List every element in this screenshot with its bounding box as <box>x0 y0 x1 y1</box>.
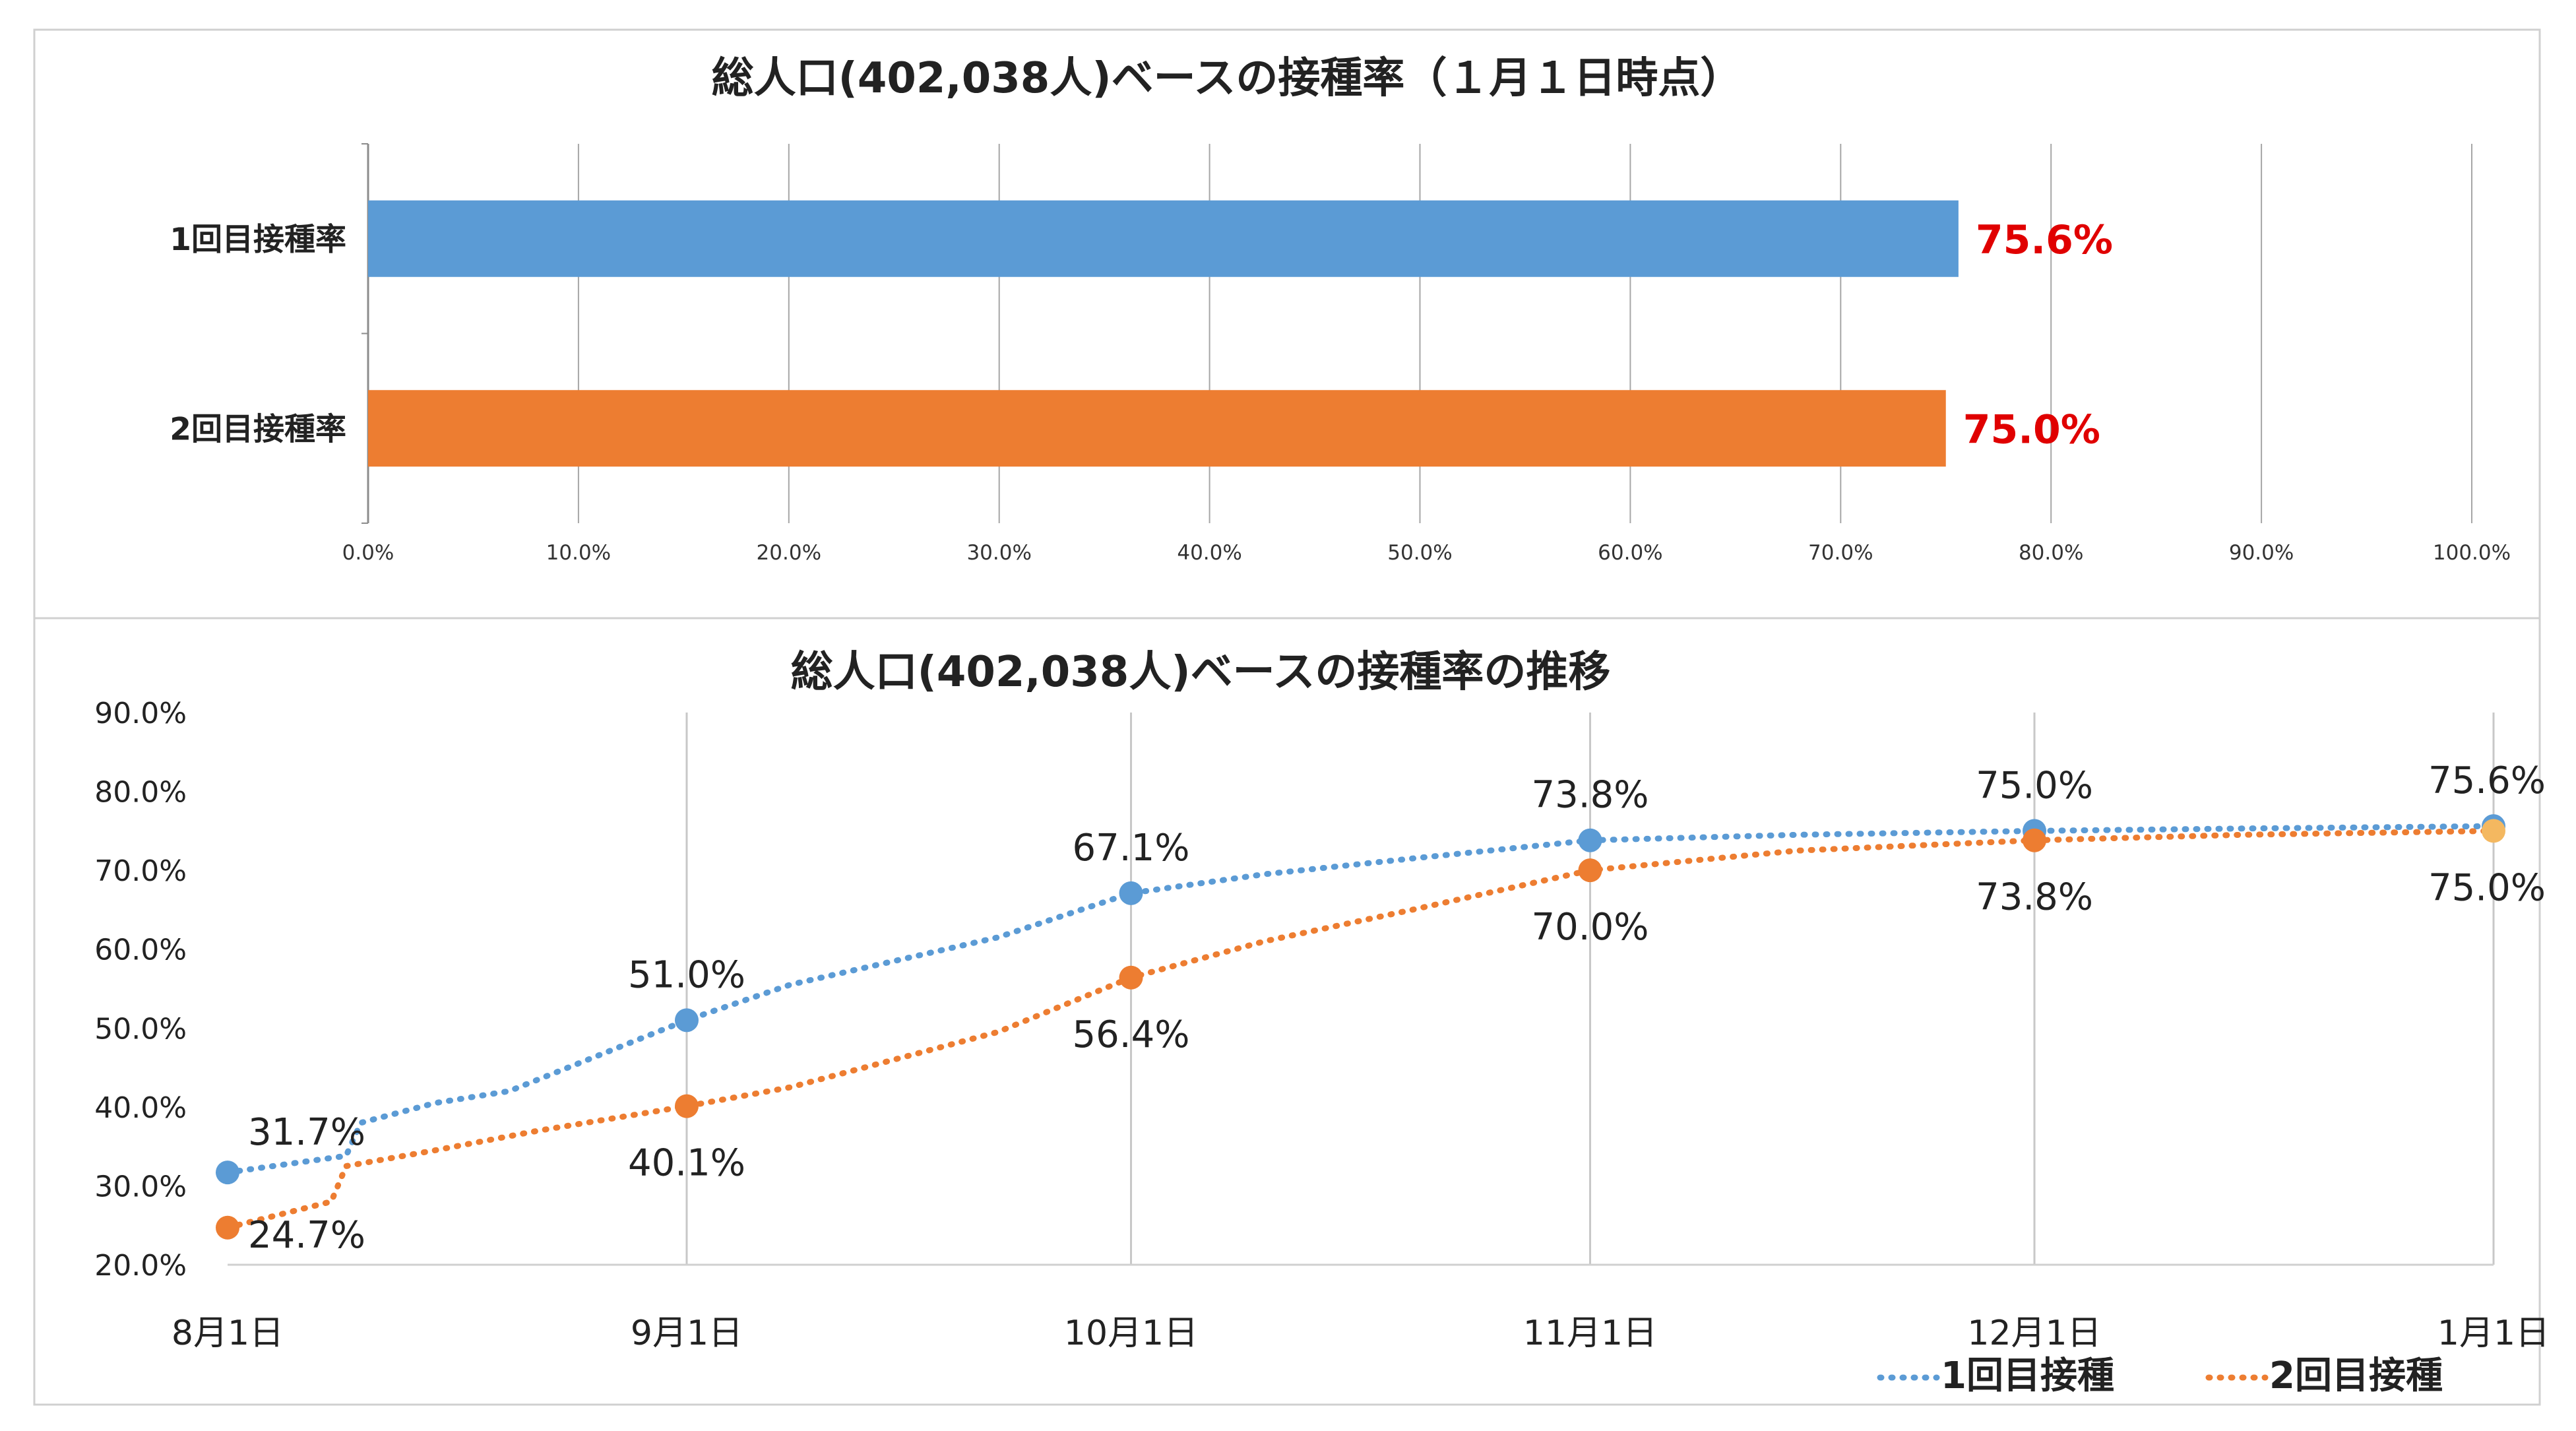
series-line-1 <box>224 823 2497 1176</box>
series-1-data-label: 51.0% <box>628 953 745 996</box>
bar-1 <box>368 200 1959 277</box>
line-y-tick-label: 40.0% <box>94 1091 187 1125</box>
series-2-data-label: 73.8% <box>1976 876 2093 919</box>
series-2-data-label: 40.1% <box>628 1142 745 1185</box>
line-y-tick-label: 20.0% <box>94 1249 187 1283</box>
bar-x-tick-label: 80.0% <box>2019 541 2083 565</box>
series-2-data-label: 70.0% <box>1532 906 1649 949</box>
series-2-data-label: 75.0% <box>2428 866 2546 909</box>
line-chart-markers <box>216 814 2505 1240</box>
bar-category-label: 2回目接種率 <box>170 411 346 447</box>
series-2-data-label: 56.4% <box>1073 1013 1190 1056</box>
line-chart-series <box>224 823 2497 1231</box>
legend-label-1: 1回目接種 <box>1941 1354 2114 1397</box>
bar-x-tick-label: 40.0% <box>1177 541 1241 565</box>
line-chart-data-labels: 31.7% 51.0% 67.1% 73.8% 75.0% 75.6% 24.7% 40.1%… <box>248 759 2546 1257</box>
line-x-tick-label: 1月1日 <box>2437 1314 2550 1353</box>
series-line-2 <box>224 827 2497 1231</box>
line-chart-title: 総人口(402,038人)ベースの接種率の推移 <box>791 648 1611 697</box>
series-1-marker <box>216 1161 239 1185</box>
line-chart: 総人口(402,038人)ベースの接種率の推移 20.0% 30.0% 40.0% 5… <box>33 617 2550 1406</box>
line-x-tick-label: 8月1日 <box>172 1314 284 1353</box>
series-1-data-label: 75.6% <box>2428 759 2546 802</box>
line-x-tick-label: 12月1日 <box>1967 1314 2101 1353</box>
bar-chart-title: 総人口(402,038人)ベースの接種率（１月１日時点） <box>712 54 1743 103</box>
line-y-tick-label: 70.0% <box>94 854 187 888</box>
legend-label-2: 2回目接種 <box>2269 1354 2443 1397</box>
bar-x-tick-label: 20.0% <box>757 541 821 565</box>
bar-x-tick-label: 100.0% <box>2433 541 2511 565</box>
series-1-marker <box>1578 828 1602 852</box>
line-chart-gridlines <box>228 713 2495 1266</box>
line-x-tick-label: 11月1日 <box>1523 1314 1657 1353</box>
series-2-marker <box>2023 828 2047 852</box>
line-chart-x-ticks: 8月1日 9月1日 10月1日 11月1日 12月1日 1月1日 <box>172 1314 2550 1353</box>
series-2-marker <box>1119 965 1143 990</box>
series-2-marker <box>674 1094 699 1118</box>
line-y-tick-label: 50.0% <box>94 1012 187 1046</box>
line-x-tick-label: 10月1日 <box>1064 1314 1198 1353</box>
bar-x-tick-label: 60.0% <box>1598 541 1662 565</box>
bar-x-tick-label: 90.0% <box>2229 541 2294 565</box>
line-y-tick-label: 60.0% <box>94 934 187 967</box>
bar-x-tick-label: 10.0% <box>546 541 611 565</box>
series-1-marker <box>1119 881 1143 905</box>
bar-chart-data-labels: 75.6% 75.0% <box>1963 217 2113 453</box>
line-chart-frame <box>33 617 2541 1406</box>
line-y-tick-label: 30.0% <box>94 1170 187 1203</box>
bar-chart-bars <box>368 200 1959 467</box>
series-1-marker <box>674 1008 699 1033</box>
bar-data-label: 75.0% <box>1963 406 2100 453</box>
bar-x-tick-label: 0.0% <box>342 541 394 565</box>
series-2-marker <box>2482 819 2505 843</box>
line-y-tick-label: 80.0% <box>94 776 187 810</box>
line-y-tick-label: 90.0% <box>94 697 187 730</box>
line-chart-legend: 1回目接種 2回目接種 <box>1877 1354 2443 1397</box>
series-1-data-label: 75.0% <box>1976 764 2093 807</box>
bar-chart: 総人口(402,038人)ベースの接種率（１月１日時点） 0.0% 10.0% 20… <box>33 28 2541 621</box>
series-1-data-label: 67.1% <box>1073 827 1190 870</box>
series-2-marker <box>1578 858 1602 883</box>
series-1-data-label: 31.7% <box>248 1111 365 1154</box>
line-chart-y-ticks: 20.0% 30.0% 40.0% 50.0% 60.0% 70.0% 80.0% 90.0% <box>94 697 187 1283</box>
bar-chart-frame <box>33 28 2541 621</box>
bar-2 <box>368 390 1946 467</box>
bar-x-tick-label: 50.0% <box>1387 541 1452 565</box>
series-2-marker <box>216 1215 239 1240</box>
bar-x-tick-label: 30.0% <box>966 541 1031 565</box>
series-2-data-label: 24.7% <box>248 1214 365 1257</box>
series-1-data-label: 73.8% <box>1532 774 1649 817</box>
bar-data-label: 75.6% <box>1976 217 2113 263</box>
bar-x-tick-label: 70.0% <box>1808 541 1873 565</box>
bar-category-label: 1回目接種率 <box>170 222 346 258</box>
bar-chart-category-labels: 1回目接種率 2回目接種率 <box>170 222 346 448</box>
line-x-tick-label: 9月1日 <box>631 1314 743 1353</box>
bar-chart-x-ticks: 0.0% 10.0% 20.0% 30.0% 40.0% 50.0% 60.0% 70.0% 8… <box>342 541 2511 565</box>
